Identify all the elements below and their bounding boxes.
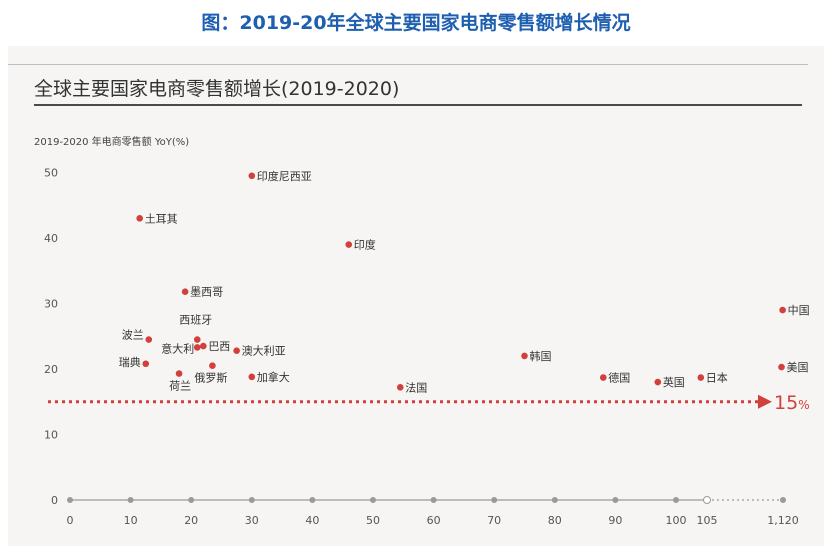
point-label: 巴西: [208, 340, 230, 353]
data-point: [145, 336, 153, 343]
data-point: [248, 373, 256, 381]
x-tick-marker: [248, 497, 255, 503]
x-tick-label: 0: [67, 514, 74, 527]
point-label: 韩国: [530, 349, 552, 363]
x-tick-marker: [309, 497, 316, 503]
point-label: 瑞典: [119, 355, 141, 369]
point-label: 中国: [788, 304, 810, 317]
data-point: [697, 374, 705, 381]
data-point: [193, 344, 201, 351]
data-point: [599, 374, 607, 381]
point-label: 印度尼西亚: [257, 169, 312, 183]
data-point: [193, 336, 201, 343]
reference-arrow: [758, 394, 772, 409]
y-tick-label: 10: [44, 429, 58, 442]
point-label: 日本: [706, 371, 728, 385]
x-tick-marker: [430, 497, 437, 503]
y-tick-label: 30: [44, 298, 58, 311]
data-point: [778, 363, 785, 371]
data-point: [233, 347, 240, 354]
reference-label: 15%: [774, 392, 810, 414]
y-axis-label: 2019-2020 年电商零售额 YoY(%): [34, 137, 190, 148]
x-tick-marker: [370, 497, 376, 503]
point-label: 美国: [787, 361, 809, 374]
x-tick-marker: [673, 497, 679, 503]
x-tick-break-marker: [703, 496, 711, 504]
x-tick-label: 60: [427, 514, 441, 527]
data-point: [654, 378, 662, 386]
x-tick-marker: [551, 497, 558, 503]
divider: [8, 64, 808, 65]
data-point: [200, 342, 207, 350]
point-label: 德国: [608, 371, 630, 385]
data-point: [181, 288, 189, 296]
x-tick-label: 70: [487, 514, 501, 527]
x-tick-label: 90: [608, 514, 622, 527]
x-tick-label: 30: [245, 514, 259, 527]
point-label: 墨西哥: [190, 286, 223, 299]
figure-caption: 图：2019-20年全球主要国家电商零售额增长情况: [201, 12, 631, 34]
y-tick-label: 0: [51, 494, 58, 507]
x-tick-label: 80: [548, 514, 562, 527]
point-label: 波兰: [122, 329, 144, 342]
x-tick-label: 105: [697, 514, 718, 527]
x-tick-label: 10: [124, 514, 138, 527]
y-tick-label: 40: [44, 232, 58, 245]
point-label: 意大利: [161, 341, 194, 355]
point-label: 荷兰: [169, 380, 191, 393]
data-point: [521, 352, 528, 360]
chart-panel: [8, 46, 824, 546]
point-label: 澳大利亚: [242, 344, 286, 358]
data-point: [248, 172, 256, 180]
data-point: [345, 241, 353, 248]
point-label: 印度: [354, 238, 376, 252]
y-tick-label: 20: [44, 363, 58, 376]
point-label: 俄罗斯: [194, 372, 227, 385]
x-tick-label: 40: [305, 514, 319, 527]
point-label: 英国: [663, 375, 685, 389]
data-point: [209, 362, 216, 370]
point-label: 法国: [405, 380, 427, 394]
x-tick-label: 50: [366, 514, 380, 527]
x-tick-marker: [67, 497, 73, 503]
point-label: 西班牙: [179, 314, 212, 327]
data-point: [175, 370, 183, 377]
x-tick-marker: [491, 497, 498, 503]
x-tick-marker: [612, 497, 619, 503]
chart-title: 全球主要国家电商零售额增长(2019-2020): [34, 78, 400, 100]
x-tick-label: 1,120: [767, 514, 799, 527]
data-point: [779, 306, 786, 314]
data-point: [142, 360, 150, 368]
x-tick-marker: [127, 497, 134, 503]
point-label: 土耳其: [145, 212, 178, 225]
x-tick-marker: [780, 497, 786, 503]
data-point: [136, 215, 143, 222]
x-tick-label: 100: [666, 514, 687, 527]
title-underline: [34, 104, 802, 106]
point-label: 加拿大: [257, 370, 290, 384]
data-point: [396, 384, 404, 391]
y-tick-label: 50: [44, 167, 58, 180]
x-tick-marker: [188, 497, 195, 503]
x-tick-label: 20: [184, 514, 198, 527]
